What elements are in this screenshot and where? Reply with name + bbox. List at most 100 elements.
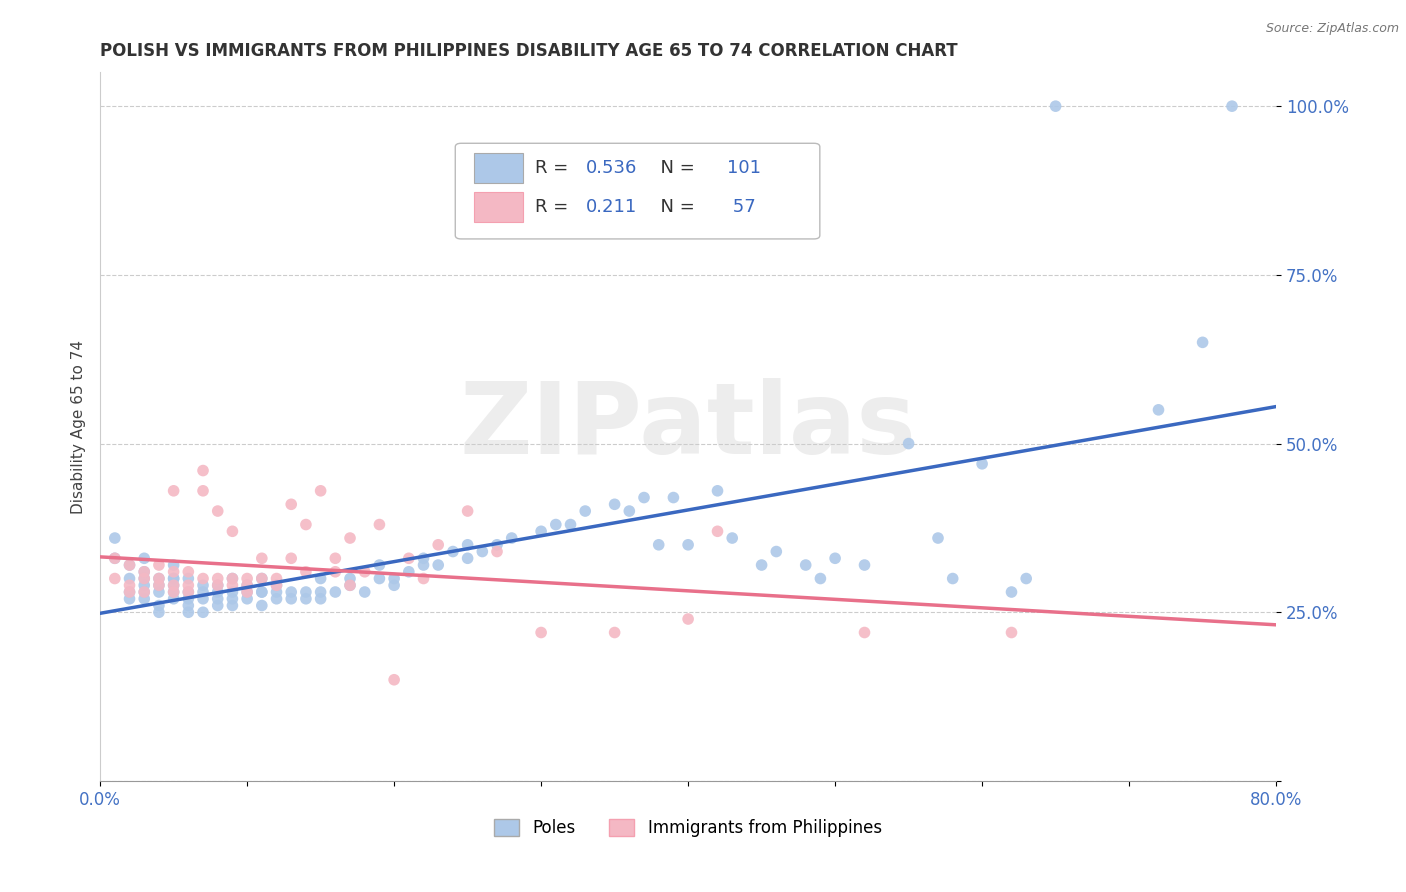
Point bbox=[1147, 402, 1170, 417]
Point bbox=[280, 585, 302, 599]
Point bbox=[485, 538, 508, 552]
Point bbox=[323, 565, 346, 579]
Point bbox=[250, 551, 273, 566]
Point bbox=[280, 551, 302, 566]
Point bbox=[162, 578, 184, 592]
Point bbox=[382, 572, 405, 586]
Point bbox=[134, 572, 156, 586]
Point bbox=[266, 578, 288, 592]
Point bbox=[162, 585, 184, 599]
Point bbox=[104, 551, 127, 566]
Point bbox=[221, 524, 243, 539]
Point bbox=[412, 572, 434, 586]
Y-axis label: Disability Age 65 to 74: Disability Age 65 to 74 bbox=[72, 340, 86, 514]
Point bbox=[339, 531, 361, 545]
Point bbox=[134, 591, 156, 606]
Point bbox=[751, 558, 773, 572]
Point bbox=[382, 578, 405, 592]
Point bbox=[485, 544, 508, 558]
Point bbox=[676, 538, 699, 552]
FancyBboxPatch shape bbox=[474, 153, 523, 183]
Point bbox=[266, 585, 288, 599]
Point bbox=[104, 551, 127, 566]
Point bbox=[207, 572, 229, 586]
Point bbox=[250, 585, 273, 599]
Point bbox=[368, 572, 391, 586]
Point bbox=[544, 517, 567, 532]
Point bbox=[236, 585, 259, 599]
Point bbox=[295, 585, 318, 599]
Point bbox=[162, 572, 184, 586]
Point bbox=[134, 578, 156, 592]
Point bbox=[191, 464, 214, 478]
Point bbox=[134, 565, 156, 579]
Point bbox=[309, 591, 332, 606]
Point bbox=[972, 457, 994, 471]
Point bbox=[250, 585, 273, 599]
Point bbox=[148, 572, 170, 586]
Legend: Poles, Immigrants from Philippines: Poles, Immigrants from Philippines bbox=[488, 812, 889, 844]
Point bbox=[250, 572, 273, 586]
Point bbox=[148, 558, 170, 572]
Point bbox=[207, 599, 229, 613]
Point bbox=[853, 625, 876, 640]
Point bbox=[1045, 99, 1067, 113]
Point bbox=[339, 578, 361, 592]
Point bbox=[1000, 585, 1022, 599]
Point bbox=[794, 558, 817, 572]
Point bbox=[427, 538, 450, 552]
Point bbox=[134, 572, 156, 586]
Point bbox=[162, 585, 184, 599]
Point bbox=[118, 585, 141, 599]
Point bbox=[1000, 625, 1022, 640]
Point bbox=[603, 625, 626, 640]
Point bbox=[148, 578, 170, 592]
Point bbox=[236, 591, 259, 606]
Point bbox=[236, 578, 259, 592]
Point bbox=[118, 591, 141, 606]
Point bbox=[236, 578, 259, 592]
Point bbox=[177, 585, 200, 599]
Point bbox=[368, 558, 391, 572]
Point bbox=[148, 605, 170, 619]
Point bbox=[221, 572, 243, 586]
Point bbox=[207, 578, 229, 592]
Point bbox=[942, 572, 965, 586]
Point bbox=[574, 504, 596, 518]
Text: Source: ZipAtlas.com: Source: ZipAtlas.com bbox=[1265, 22, 1399, 36]
Text: 0.536: 0.536 bbox=[586, 159, 637, 178]
Point bbox=[412, 558, 434, 572]
Point bbox=[207, 591, 229, 606]
Text: 0.211: 0.211 bbox=[586, 198, 637, 216]
Point bbox=[706, 483, 728, 498]
Point bbox=[398, 565, 420, 579]
Point bbox=[721, 531, 744, 545]
Point bbox=[221, 578, 243, 592]
Point bbox=[162, 565, 184, 579]
Point bbox=[118, 585, 141, 599]
Point bbox=[1015, 572, 1038, 586]
Point bbox=[104, 531, 127, 545]
Text: POLISH VS IMMIGRANTS FROM PHILIPPINES DISABILITY AGE 65 TO 74 CORRELATION CHART: POLISH VS IMMIGRANTS FROM PHILIPPINES DI… bbox=[100, 42, 957, 60]
Point bbox=[177, 591, 200, 606]
Point bbox=[191, 483, 214, 498]
Point bbox=[398, 551, 420, 566]
Point bbox=[441, 544, 464, 558]
Point bbox=[648, 538, 671, 552]
Point bbox=[295, 517, 318, 532]
Point bbox=[1220, 99, 1243, 113]
Point bbox=[853, 558, 876, 572]
Point bbox=[280, 497, 302, 511]
Point bbox=[148, 599, 170, 613]
Point bbox=[295, 591, 318, 606]
Point bbox=[221, 572, 243, 586]
Point bbox=[412, 551, 434, 566]
Text: N =: N = bbox=[650, 159, 700, 178]
Point bbox=[177, 565, 200, 579]
Point bbox=[148, 585, 170, 599]
Point bbox=[221, 585, 243, 599]
Point bbox=[177, 572, 200, 586]
Point bbox=[177, 585, 200, 599]
Point bbox=[250, 599, 273, 613]
Point bbox=[118, 558, 141, 572]
